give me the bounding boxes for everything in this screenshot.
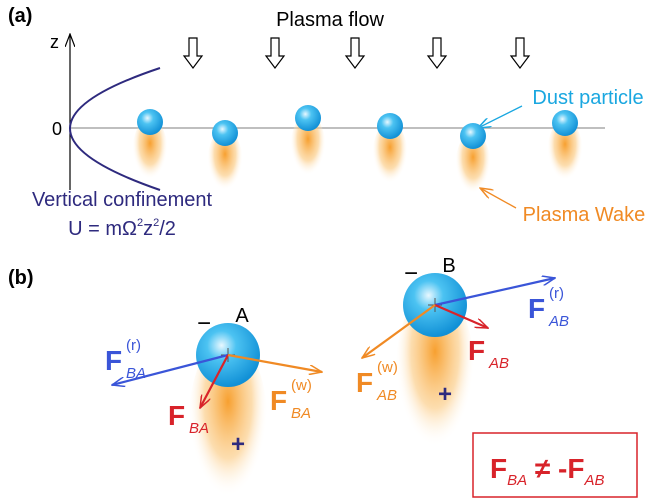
wake-label: Plasma Wake xyxy=(523,204,646,226)
pointer xyxy=(478,106,522,128)
particle-name: B xyxy=(442,255,455,277)
force-symbol: F xyxy=(356,367,373,398)
panel-label: (a) xyxy=(8,5,32,27)
force-subscript: BA xyxy=(189,420,209,437)
particle-name: A xyxy=(235,305,249,327)
force-symbol: F xyxy=(105,345,122,376)
eq-part: F xyxy=(490,453,507,484)
flow-arrow xyxy=(428,38,446,68)
force-superscript: (w) xyxy=(377,359,398,376)
formula-part: U = mΩ xyxy=(68,218,137,240)
force-superscript: (r) xyxy=(549,285,564,302)
force-symbol: F xyxy=(270,385,287,416)
equation: FBA ≠ -FAB xyxy=(490,453,605,489)
axis-label: z xyxy=(50,32,59,52)
force-subscript: AB xyxy=(376,387,397,404)
eq-part: ≠ -F xyxy=(527,453,584,484)
page: (a) z 0 Plasma flow Dust particle Plasma… xyxy=(0,0,659,504)
dust-particle xyxy=(137,109,163,135)
formula: U = mΩ2z2/2 xyxy=(68,217,176,240)
wake-charge: + xyxy=(231,431,245,458)
force-subscript: BA xyxy=(291,405,311,422)
dust-particle xyxy=(377,113,403,139)
origin-label: 0 xyxy=(52,119,62,139)
flow-arrow xyxy=(266,38,284,68)
dust-particle xyxy=(295,105,321,131)
flow-label: Plasma flow xyxy=(276,9,384,31)
flow-arrow xyxy=(184,38,202,68)
diagram: (a) z 0 Plasma flow Dust particle Plasma… xyxy=(0,0,659,504)
formula-part: /2 xyxy=(159,218,176,240)
force-superscript: (w) xyxy=(291,377,312,394)
force-superscript: (r) xyxy=(126,337,141,354)
panel-label: (b) xyxy=(8,267,34,289)
charge: − xyxy=(404,260,418,287)
force-subscript: BA xyxy=(126,365,146,382)
confinement-label: Vertical confinement xyxy=(32,189,213,211)
force-symbol: F xyxy=(468,335,485,366)
dust-label: Dust particle xyxy=(532,87,643,109)
force-symbol: F xyxy=(168,400,185,431)
force-subscript: AB xyxy=(548,313,569,330)
dust-particle xyxy=(212,120,238,146)
dust-particle xyxy=(460,123,486,149)
force-symbol: F xyxy=(528,293,545,324)
flow-arrow xyxy=(511,38,529,68)
eq-part: AB xyxy=(583,472,604,489)
flow-arrow xyxy=(346,38,364,68)
charge: − xyxy=(197,310,211,337)
eq-part: BA xyxy=(507,472,527,489)
formula-part: z xyxy=(143,218,153,240)
force-subscript: AB xyxy=(488,355,509,372)
wake-charge: + xyxy=(438,381,452,408)
dust-particle xyxy=(552,110,578,136)
